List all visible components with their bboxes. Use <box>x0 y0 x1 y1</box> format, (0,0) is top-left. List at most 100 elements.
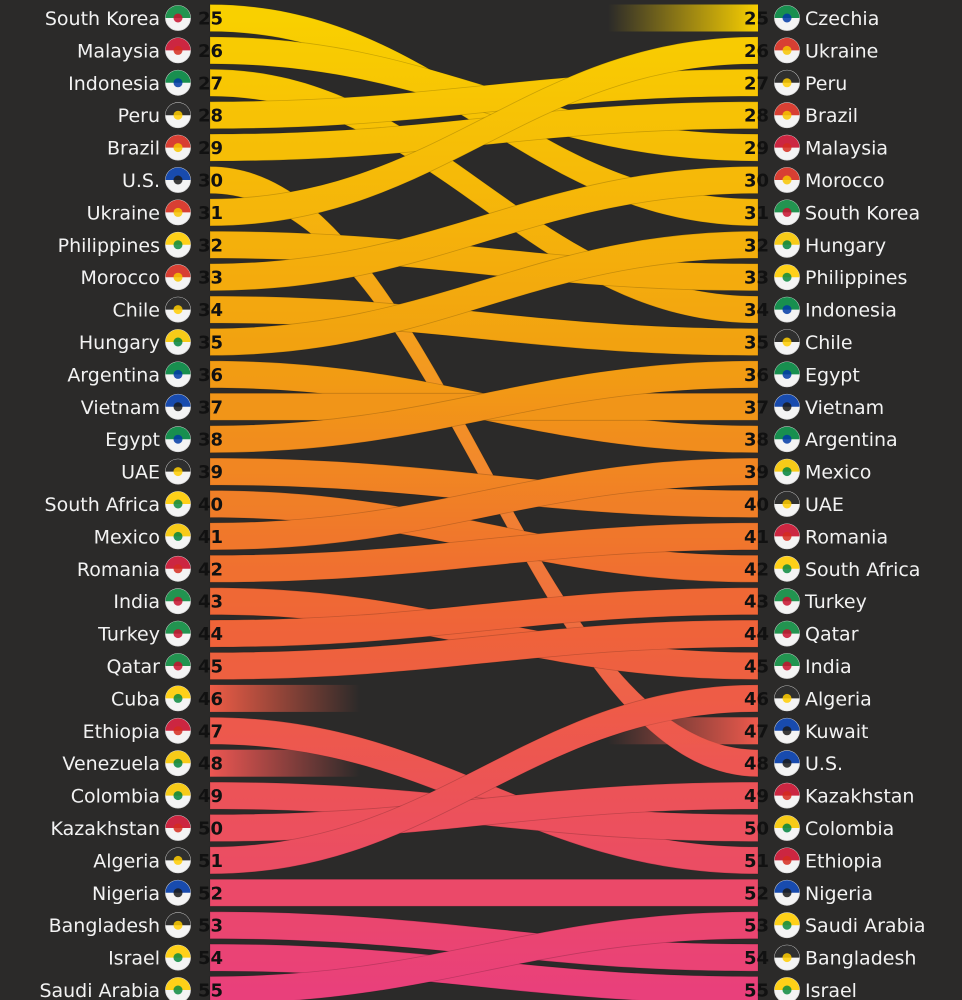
country-label: Kuwait <box>805 721 868 743</box>
ethiopia-flag-icon <box>165 717 191 744</box>
rank-label: 37 <box>198 397 223 418</box>
country-label: Ukraine <box>87 202 160 224</box>
right-row-south-korea: 31 South Korea <box>744 199 920 226</box>
rank-label: 31 <box>744 203 769 224</box>
us-flag-icon <box>165 167 191 193</box>
hungary-flag-icon <box>774 231 800 258</box>
right-row-peru: 27 Peru <box>744 69 847 96</box>
rank-label: 38 <box>744 430 769 451</box>
country-label: India <box>113 591 160 613</box>
country-label: Indonesia <box>805 300 897 322</box>
right-row-india: 45 India <box>744 653 852 679</box>
malaysia-flag-icon <box>774 134 800 161</box>
malaysia-flag-icon <box>165 37 191 64</box>
bangladesh-flag-icon <box>165 912 191 939</box>
rank-label: 54 <box>198 948 223 969</box>
uae-flag-icon <box>165 458 191 485</box>
qatar-flag-icon <box>774 620 800 647</box>
colombia-flag-icon <box>165 782 191 809</box>
ribbon-qatar <box>209 619 759 680</box>
country-label: Egypt <box>805 364 860 386</box>
country-label: Peru <box>118 105 160 127</box>
right-row-mexico: 39 Mexico <box>744 458 871 485</box>
ribbon-egypt <box>209 360 759 454</box>
bangladesh-flag-icon <box>774 944 800 971</box>
rank-label: 30 <box>744 171 769 192</box>
ribbon-morocco <box>209 166 759 292</box>
left-row-malaysia: Malaysia 26 <box>77 37 223 64</box>
country-label: Bangladesh <box>805 948 916 970</box>
rank-label: 49 <box>744 786 769 807</box>
india-flag-icon <box>165 588 191 615</box>
left-row-kazakhstan: Kazakhstan 50 <box>51 815 223 841</box>
rank-label: 47 <box>744 721 769 742</box>
algeria-flag-icon <box>774 685 800 712</box>
country-label: Cuba <box>111 688 160 710</box>
rank-label: 34 <box>198 300 223 321</box>
left-row-indonesia: Indonesia 27 <box>68 69 223 96</box>
rank-label: 36 <box>198 365 223 386</box>
us-flag-icon <box>774 750 800 777</box>
rank-label: 26 <box>744 41 769 62</box>
indonesia-flag-icon <box>165 69 191 96</box>
right-row-israel: 55 Israel <box>744 977 857 1000</box>
vietnam-flag-icon <box>165 393 191 420</box>
rank-label: 51 <box>198 851 223 872</box>
rank-label: 40 <box>744 495 769 516</box>
rank-label: 42 <box>198 559 223 580</box>
country-label: Colombia <box>805 818 894 840</box>
right-row-ukraine: 26 Ukraine <box>744 37 878 64</box>
country-label: Bangladesh <box>49 915 160 937</box>
country-label: Algeria <box>805 688 872 710</box>
nigeria-flag-icon <box>165 879 191 906</box>
rank-label: 41 <box>744 527 769 548</box>
peru-flag-icon <box>774 69 800 96</box>
country-label: Czechia <box>805 8 879 30</box>
right-row-nigeria: 52 Nigeria <box>744 879 873 906</box>
country-label: Saudi Arabia <box>39 980 160 1000</box>
rank-label: 52 <box>198 883 223 904</box>
country-label: Chile <box>112 300 160 322</box>
right-row-kuwait: 47 Kuwait <box>744 717 868 744</box>
left-row-romania: Romania 42 <box>77 555 223 582</box>
rank-label: 28 <box>744 106 769 127</box>
country-label: Philippines <box>805 267 907 289</box>
uae-flag-icon <box>774 491 800 517</box>
left-row-south-africa: South Africa 40 <box>45 491 223 517</box>
czechia-flag-icon <box>774 5 800 31</box>
left-row-nigeria: Nigeria 52 <box>92 879 223 906</box>
south-africa-flag-icon <box>774 555 800 582</box>
venezuela-flag-icon <box>165 750 191 777</box>
country-label: Colombia <box>71 786 160 808</box>
left-row-israel: Israel 54 <box>108 944 223 971</box>
ribbon-cuba <box>210 684 360 712</box>
rank-label: 51 <box>744 851 769 872</box>
left-row-colombia: Colombia 49 <box>71 782 223 809</box>
rank-label: 39 <box>744 462 769 483</box>
left-row-ethiopia: Ethiopia 47 <box>83 717 223 744</box>
country-label: Brazil <box>107 138 160 160</box>
morocco-flag-icon <box>165 264 191 291</box>
ribbon-hungary <box>209 230 759 356</box>
ribbon-kuwait <box>608 717 758 745</box>
rank-label: 32 <box>198 235 223 256</box>
country-label: Argentina <box>805 429 898 451</box>
left-row-bangladesh: Bangladesh 53 <box>49 912 223 939</box>
rank-label: 44 <box>198 624 223 645</box>
right-row-egypt: 36 Egypt <box>744 361 860 388</box>
argentina-flag-icon <box>165 361 191 388</box>
turkey-flag-icon <box>774 588 800 615</box>
left-row-qatar: Qatar 45 <box>106 653 223 679</box>
left-row-morocco: Morocco 33 <box>80 264 223 291</box>
ethiopia-flag-icon <box>774 847 800 874</box>
right-row-chile: 35 Chile <box>744 329 853 355</box>
country-label: Qatar <box>106 656 160 678</box>
rank-label: 45 <box>198 657 223 678</box>
left-row-argentina: Argentina 36 <box>67 361 223 388</box>
argentina-flag-icon <box>774 426 800 453</box>
country-label: Morocco <box>805 170 885 192</box>
ribbon-mexico <box>209 457 759 551</box>
left-row-saudi-arabia: Saudi Arabia 55 <box>39 977 223 1000</box>
country-label: Philippines <box>58 235 160 257</box>
country-label: Kazakhstan <box>805 786 914 808</box>
